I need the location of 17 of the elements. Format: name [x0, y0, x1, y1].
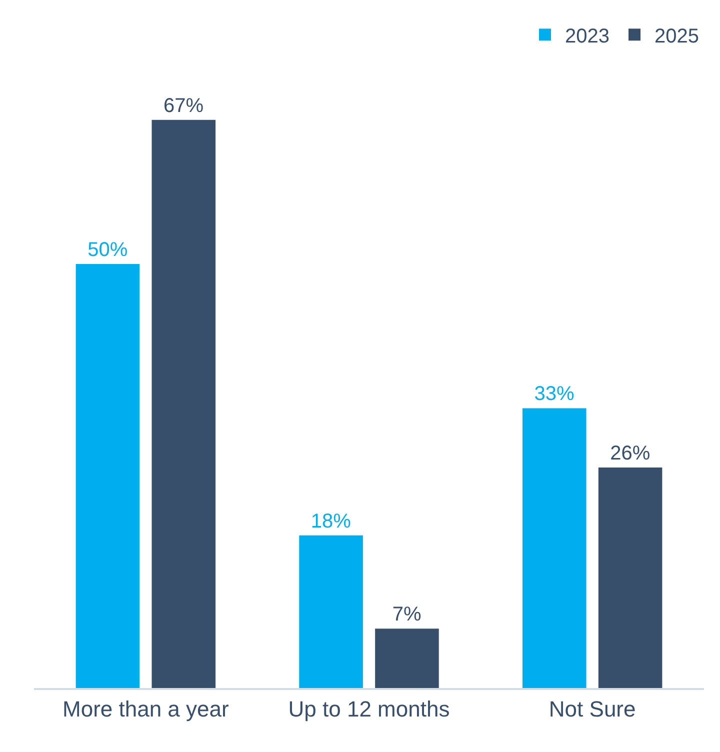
x-tick-label: Up to 12 months [288, 696, 450, 722]
bar [522, 408, 586, 688]
bar [76, 264, 140, 688]
legend-label: 2023 [565, 25, 610, 48]
bar [299, 535, 363, 688]
data-label: 18% [310, 510, 352, 532]
bar [598, 468, 662, 688]
data-label: 7% [392, 604, 422, 626]
legend-label: 2025 [654, 25, 699, 48]
bar [152, 120, 216, 688]
data-label: 50% [88, 239, 128, 262]
x-tick-label: More than a year [62, 696, 229, 722]
x-tick-label: Not Sure [548, 696, 636, 722]
bar [375, 628, 439, 688]
data-label: 26% [610, 442, 650, 465]
data-label: 33% [534, 383, 574, 406]
data-label: 67% [164, 94, 204, 117]
